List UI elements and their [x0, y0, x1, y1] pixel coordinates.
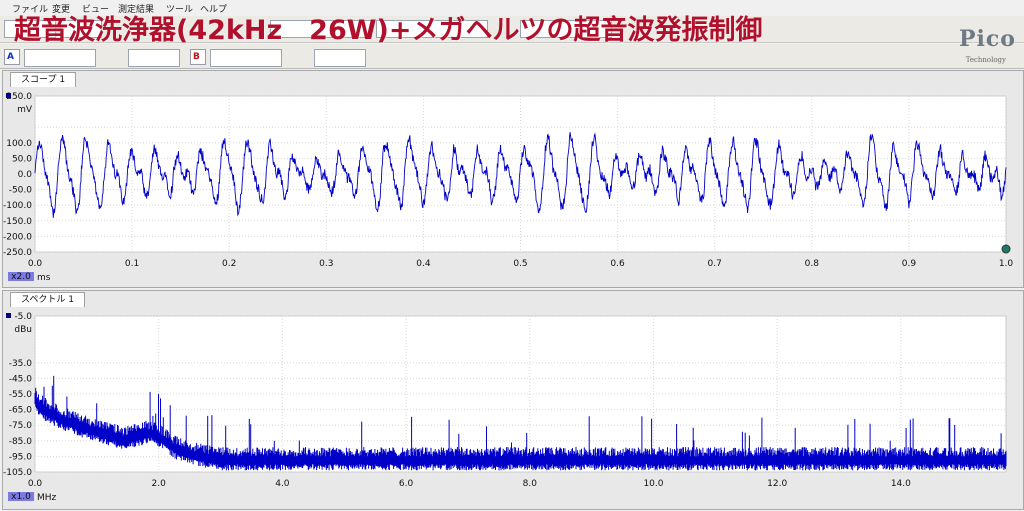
y-tick-label: 100.0: [6, 139, 32, 149]
y-tick-label: -95.0: [9, 452, 33, 462]
toolbar-button[interactable]: [4, 20, 56, 38]
y-tick-label: 250.0: [6, 92, 32, 102]
x-unit-label: MHz: [37, 493, 57, 503]
logo-subtext: Technology: [965, 56, 1006, 64]
timebase-select[interactable]: [270, 20, 372, 38]
trigger-select[interactable]: [520, 20, 612, 38]
y-tick-label: -55.0: [9, 390, 33, 400]
x-tick-label: 14.0: [891, 479, 911, 489]
menu-tools[interactable]: ツール: [166, 5, 194, 15]
x-tick-label: 6.0: [399, 479, 414, 489]
channel-a-range[interactable]: [24, 49, 96, 67]
menu-edit[interactable]: 変更: [52, 5, 71, 15]
y-tick-label: -75.0: [9, 421, 33, 431]
x-tick-label: 2.0: [152, 479, 167, 489]
x-tick-label: 0.2: [222, 259, 236, 269]
scope-trace: [34, 132, 1007, 218]
y-axis-marker: [6, 93, 11, 98]
y-tick-label: 50.0: [12, 154, 32, 164]
y-tick-label: -85.0: [9, 437, 33, 447]
y-tick-label: -50.0: [9, 186, 33, 196]
x-tick-label: 12.0: [767, 479, 787, 489]
x-tick-label: 0.3: [319, 259, 333, 269]
x-tick-label: 0.0: [28, 479, 43, 489]
zoom-label: x1.0: [11, 492, 31, 502]
menu-bar: ファイル 変更 ビュー 測定結果 ツール ヘルプ: [0, 0, 1024, 16]
y-tick-label: -250.0: [3, 248, 32, 258]
logo-text: Pico: [959, 26, 1016, 52]
y-unit-label: mV: [17, 105, 33, 115]
menu-file[interactable]: ファイル: [12, 5, 49, 15]
channel-a-coupling[interactable]: [128, 49, 180, 67]
spectrum-chart: 0.0 2.0 4.0 6.0 8.0 10.0 12.0 14.0 -5.0 -35.0 -45.…: [3, 312, 1007, 503]
menu-view[interactable]: ビュー: [82, 5, 110, 15]
spectrum-trace: [34, 375, 1007, 471]
x-tick-label: 0.8: [805, 259, 820, 269]
trigger-marker: [1001, 244, 1011, 254]
channel-b-range[interactable]: [210, 49, 282, 67]
x-tick-label: 0.0: [28, 259, 43, 269]
y-tick-label: -200.0: [3, 232, 32, 242]
x-unit-label: ms: [37, 273, 51, 283]
toolbar-button[interactable]: [60, 20, 102, 38]
channel-b-button[interactable]: B: [190, 49, 206, 65]
x-tick-label: 0.4: [416, 259, 431, 269]
channel-a-button[interactable]: A: [4, 49, 20, 65]
y-tick-label: -45.0: [9, 374, 33, 384]
x-tick-label: 0.9: [902, 259, 917, 269]
y-tick-label: -35.0: [9, 359, 33, 369]
toolbar: [0, 16, 1024, 43]
x-tick-label: 0.6: [610, 259, 625, 269]
x-tick-label: 1.0: [999, 259, 1014, 269]
y-tick-label: -100.0: [3, 201, 32, 211]
y-tick-label: -5.0: [14, 312, 32, 322]
page-title: 超音波洗浄器(42kHz 26W)+メガヘルツの超音波発振制御: [14, 15, 763, 46]
x-tick-label: 8.0: [523, 479, 538, 489]
x-tick-label: 4.0: [275, 479, 290, 489]
y-tick-label: 0.0: [18, 170, 33, 180]
y-tick-label: -65.0: [9, 406, 33, 416]
zoom-badge: [8, 272, 34, 281]
x-tick-label: 0.7: [708, 259, 722, 269]
channel-b-coupling[interactable]: [314, 49, 366, 67]
menu-measurements[interactable]: 測定結果: [118, 5, 155, 15]
tab-spectrum[interactable]: スペクトル 1: [10, 292, 85, 307]
scope-chart: 0.0 0.1 0.2 0.3 0.4 0.5 0.6 0.7 0.8 0.9 1.0 250.0 10…: [3, 92, 1014, 283]
y-axis-marker: [6, 313, 11, 318]
x-tick-label: 10.0: [643, 479, 663, 489]
zoom-badge: [8, 492, 34, 501]
y-tick-label: -150.0: [3, 217, 32, 227]
menu-help[interactable]: ヘルプ: [200, 5, 228, 15]
tab-scope[interactable]: スコープ 1: [10, 72, 77, 87]
x-tick-label: 0.1: [125, 259, 139, 269]
y-tick-label: -105.0: [3, 468, 32, 478]
x-tick-label: 0.5: [513, 259, 527, 269]
zoom-label: x2.0: [11, 272, 31, 282]
y-unit-label: dBu: [14, 325, 32, 335]
samples-select[interactable]: [376, 20, 488, 38]
logo: Pico Technology: [959, 26, 1016, 64]
